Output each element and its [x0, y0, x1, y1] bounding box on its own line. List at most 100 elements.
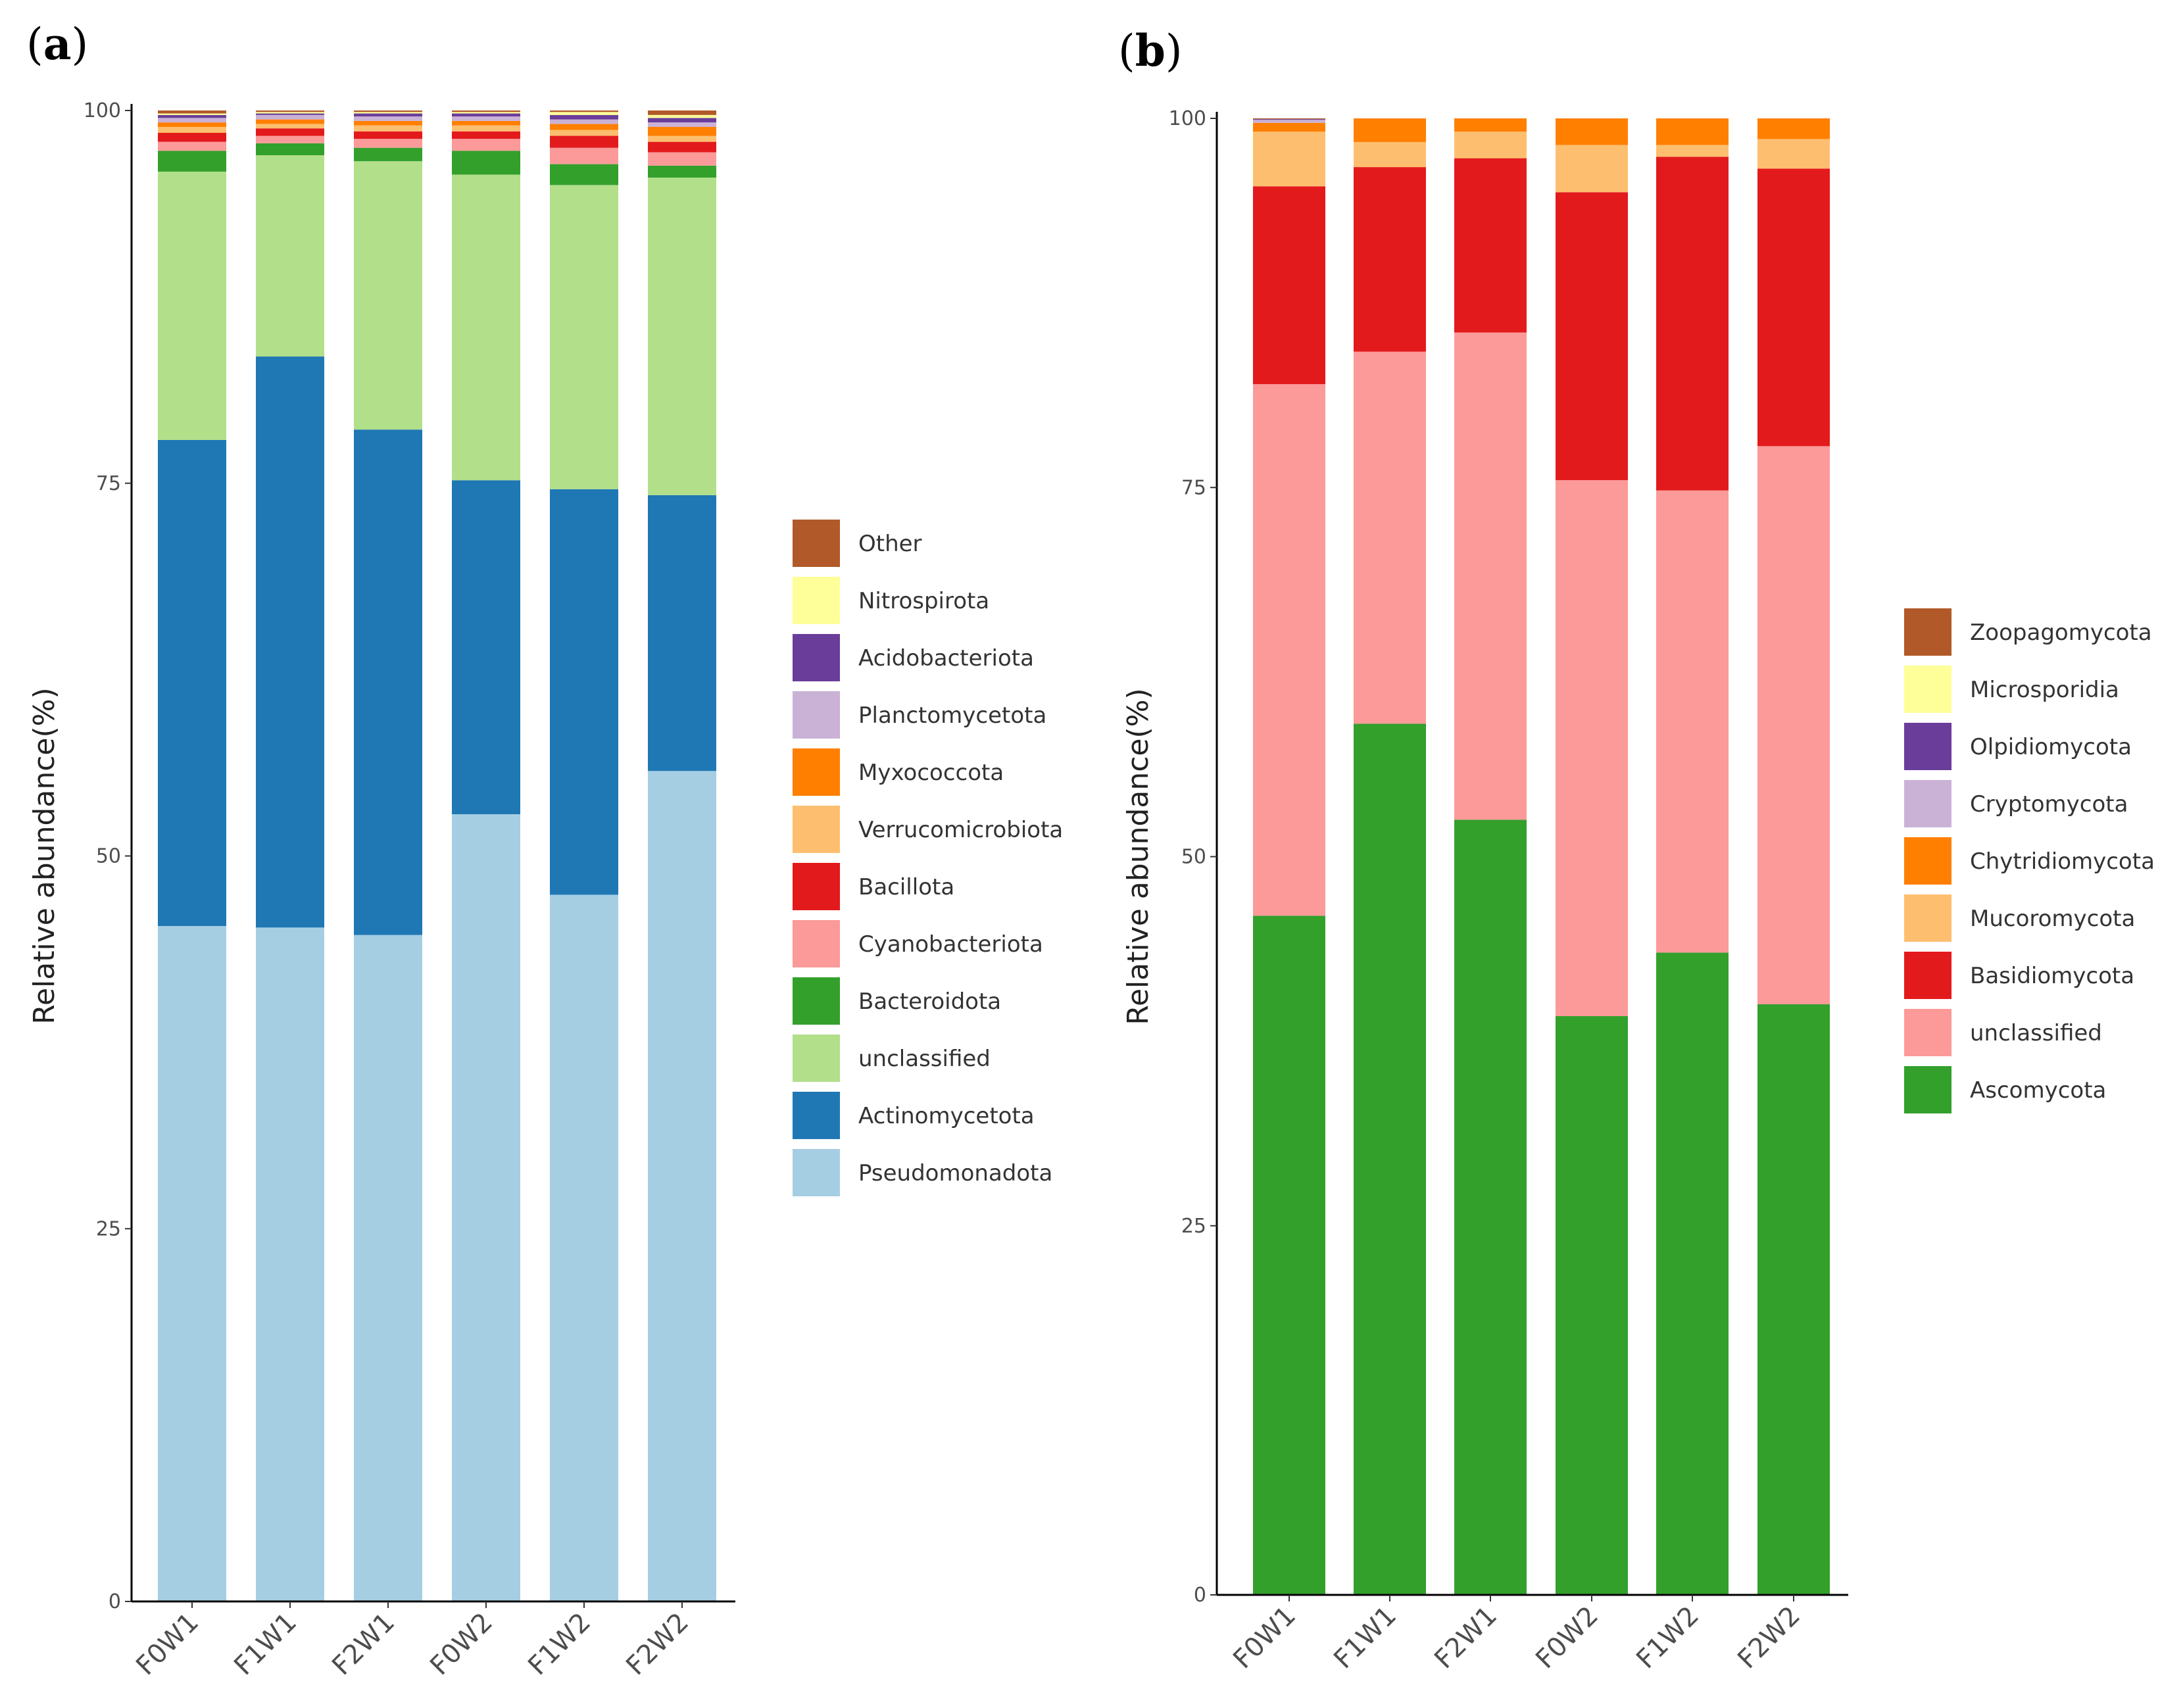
bar-segment-F1W1-basidiomycota	[1354, 167, 1426, 352]
bar-segment-F0W1-cryptomycota	[1253, 120, 1325, 123]
bar-segment-F1W2-myxococcota	[550, 124, 618, 130]
bar-segment-F2W1-other	[354, 110, 422, 112]
y-tick-label: 75	[96, 472, 121, 495]
bar-segment-F1W2-basidiomycota	[1656, 157, 1729, 491]
bar-segment-F1W1-unclassified	[1354, 351, 1426, 724]
legend-swatch-verrucomicrobiota	[793, 806, 840, 853]
bar-segment-F0W2-unclassified	[452, 174, 520, 481]
legend-swatch-myxococcota	[793, 748, 840, 796]
bar-segment-F2W2-verrucomicrobiota	[648, 135, 716, 142]
bar-segment-F2W1-chytridiomycota	[1454, 118, 1527, 132]
bar-segment-F2W2-mucoromycota	[1757, 139, 1830, 169]
bar-segment-F2W2-actinomycetota	[648, 495, 716, 771]
legend-swatch-acidobacteriota	[793, 634, 840, 681]
bar-segment-F0W1-ascomycota	[1253, 915, 1325, 1595]
legend-swatch-cryptomycota	[1904, 780, 1951, 827]
x-tick-label-F1W2: F1W2	[522, 1607, 597, 1682]
bar-segment-F0W1-basidiomycota	[1253, 186, 1325, 385]
bar-stack-F2W1	[1454, 118, 1527, 1595]
bar-segment-F1W2-acidobacteriota	[550, 114, 618, 120]
legend-label-ascomycota: Ascomycota	[1970, 1077, 2106, 1104]
legend-swatch-actinomycetota	[793, 1092, 840, 1139]
x-tick-label-F1W2: F1W2	[1631, 1601, 1705, 1675]
y-axis-title: Relative abundance(%)	[1121, 688, 1155, 1025]
bar-segment-F1W1-ascomycota	[1354, 723, 1426, 1595]
bar-segment-F2W2-chytridiomycota	[1757, 118, 1830, 139]
bar-segment-F0W2-verrucomicrobiota	[452, 125, 520, 132]
bar-segment-F0W1-nitrospirota	[158, 113, 226, 115]
bar-segment-F1W1-unclassified	[256, 155, 324, 357]
x-tick-label-F0W1: F0W1	[1227, 1601, 1302, 1675]
bar-segment-F0W1-unclassified	[1253, 384, 1325, 916]
bar-segment-F2W2-unclassified	[1757, 446, 1830, 1004]
bar-segment-F0W2-bacillota	[452, 131, 520, 139]
bar-segment-F1W1-verrucomicrobiota	[256, 124, 324, 129]
bar-segment-F2W1-verrucomicrobiota	[354, 125, 422, 132]
legend-label-unclassified: unclassified	[858, 1046, 991, 1072]
x-tick-label-F0W1: F0W1	[130, 1607, 205, 1682]
bar-segment-F0W1-olpidiomycota	[1253, 119, 1325, 120]
bar-segment-F0W2-actinomycetota	[452, 480, 520, 815]
legend-swatch-chytridiomycota	[1904, 837, 1951, 885]
bar-segment-F0W1-verrucomicrobiota	[158, 126, 226, 134]
y-tick-label: 25	[96, 1217, 121, 1240]
bar-stack-F1W2	[1656, 118, 1729, 1595]
y-tick-label: 50	[1181, 846, 1206, 869]
legend-label-olpidiomycota: Olpidiomycota	[1970, 734, 2132, 760]
y-tick-label: 50	[96, 845, 121, 868]
x-tick-label-F2W1: F2W1	[1429, 1601, 1503, 1675]
x-tick-label-F2W2: F2W2	[620, 1607, 695, 1682]
legend-label-acidobacteriota: Acidobacteriota	[858, 645, 1034, 671]
legend-swatch-basidiomycota	[1904, 952, 1951, 999]
bar-segment-F0W1-planctomycetota	[158, 118, 226, 123]
bar-segment-F1W2-chytridiomycota	[1656, 118, 1729, 145]
legend-swatch-mucoromycota	[1904, 894, 1951, 942]
bar-stack-F2W2	[648, 110, 716, 1601]
bar-stack-F0W2	[452, 110, 520, 1601]
x-tick-label-F0W2: F0W2	[424, 1607, 499, 1682]
bar-segment-F0W1-acidobacteriota	[158, 114, 226, 118]
bar-segment-F1W2-unclassified	[550, 185, 618, 489]
panel-b: (b) 0 25 50 75 100 F0W1 F1W1 F2W1 F0W2 F1W2 F2W2 Rel…	[1118, 25, 2155, 1674]
legend-label-microsporidia: Microsporidia	[1970, 677, 2119, 703]
x-tick-label-F1W1: F1W1	[1328, 1601, 1402, 1675]
bar-segment-F1W1-actinomycetota	[256, 356, 324, 928]
bar-segment-F0W2-unclassified	[1556, 480, 1628, 1016]
bar-segment-F2W2-bacteroidota	[648, 165, 716, 178]
bar-stack-F1W1	[1354, 118, 1426, 1595]
x-tick-label-F2W2: F2W2	[1732, 1601, 1806, 1675]
bar-segment-F1W1-chytridiomycota	[1354, 118, 1426, 142]
legend-label-chytridiomycota: Chytridiomycota	[1970, 848, 2155, 875]
bar-segment-F0W2-acidobacteriota	[452, 113, 520, 117]
y-tick-label: 100	[84, 99, 121, 122]
bar-segment-F1W2-actinomycetota	[550, 489, 618, 895]
legend: Zoopagomycota Microsporidia Olpidiomycota C…	[1904, 608, 2155, 1113]
bar-segment-F1W2-ascomycota	[1656, 952, 1729, 1595]
y-tick-label: 0	[109, 1590, 121, 1613]
bar-segment-F0W2-mucoromycota	[1556, 145, 1628, 193]
bar-segment-F1W1-bacillota	[256, 128, 324, 136]
bar-stack-F2W1	[354, 110, 422, 1601]
legend-swatch-pseudomonadota	[793, 1149, 840, 1196]
legend-swatch-bacillota	[793, 863, 840, 910]
bar-segment-F1W1-other	[256, 110, 324, 112]
bar-segment-F1W2-pseudomonadota	[550, 894, 618, 1601]
legend-label-bacillota: Bacillota	[858, 874, 954, 900]
bar-stack-F0W2	[1556, 118, 1628, 1595]
bar-segment-F0W1-bacteroidota	[158, 151, 226, 172]
bar-segment-F2W2-planctomycetota	[648, 122, 716, 127]
bar-stack-F1W1	[256, 110, 324, 1601]
bar-segment-F2W2-unclassified	[648, 178, 716, 495]
legend-swatch-unclassified	[793, 1035, 840, 1082]
legend-label-planctomycetota: Planctomycetota	[858, 702, 1046, 729]
bar-segment-F0W2-ascomycota	[1556, 1015, 1628, 1595]
bar-segment-F0W2-nitrospirota	[452, 112, 520, 114]
bar-segment-F2W1-planctomycetota	[354, 116, 422, 121]
bar-segment-F1W2-cyanobacteriota	[550, 147, 618, 164]
bar-segment-F2W1-nitrospirota	[354, 112, 422, 114]
bar-segment-F2W2-pseudomonadota	[648, 771, 716, 1601]
legend-label-bacteroidota: Bacteroidota	[858, 988, 1001, 1015]
bar-segment-F0W2-other	[452, 110, 520, 112]
x-tick-label-F0W2: F0W2	[1530, 1601, 1604, 1675]
